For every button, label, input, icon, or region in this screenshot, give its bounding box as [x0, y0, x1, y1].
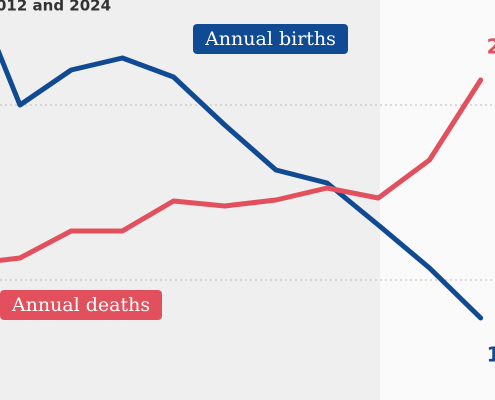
- end-label: 1: [487, 343, 495, 367]
- legend-box: [0, 290, 162, 320]
- end-label: 2: [487, 35, 495, 59]
- legend-entry: Annual deaths: [0, 290, 162, 320]
- shaded-region: [0, 0, 380, 400]
- series-line: [0, 48, 484, 321]
- legend-box: [193, 24, 348, 54]
- legend-label: Annual deaths: [11, 294, 150, 316]
- background: [380, 0, 495, 400]
- series-line: [0, 77, 484, 263]
- subtitle: 012 and 2024: [0, 0, 111, 15]
- legend-label: Annual births: [204, 28, 336, 50]
- legend-entry: Annual births: [193, 24, 348, 54]
